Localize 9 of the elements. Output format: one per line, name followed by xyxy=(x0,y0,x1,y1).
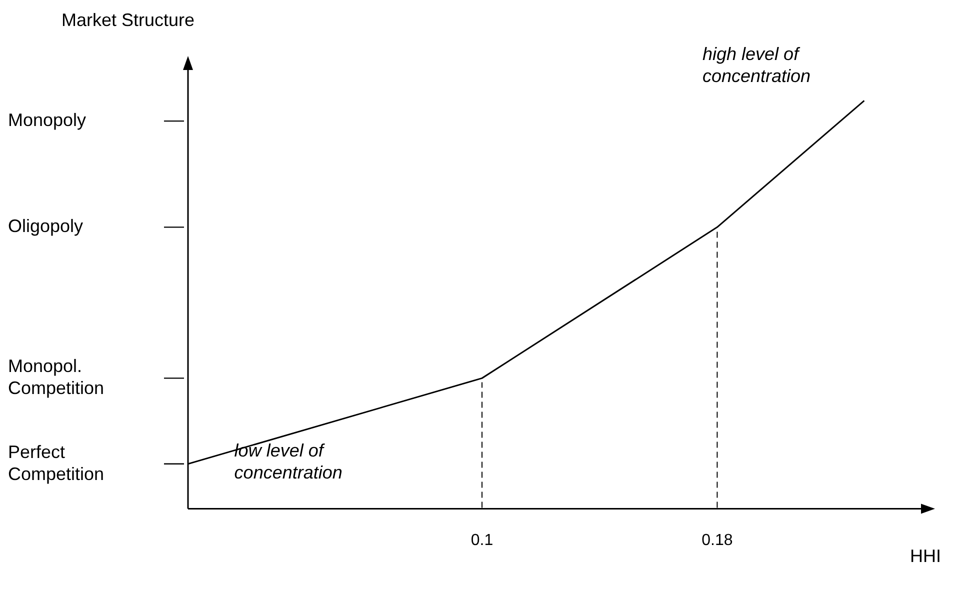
x-axis-title: HHI xyxy=(910,546,941,566)
text: Monopol. Competition xyxy=(8,356,104,398)
text: Monopoly xyxy=(8,110,86,130)
y-axis-title: Market Structure xyxy=(61,10,195,30)
text: Oligopoly xyxy=(8,216,84,236)
x-tick-label: 0.1 xyxy=(470,532,494,549)
text: Perfect Competition xyxy=(8,442,104,484)
x-tick-label: 0.18 xyxy=(702,532,733,549)
text: high level of concentration xyxy=(702,44,811,86)
